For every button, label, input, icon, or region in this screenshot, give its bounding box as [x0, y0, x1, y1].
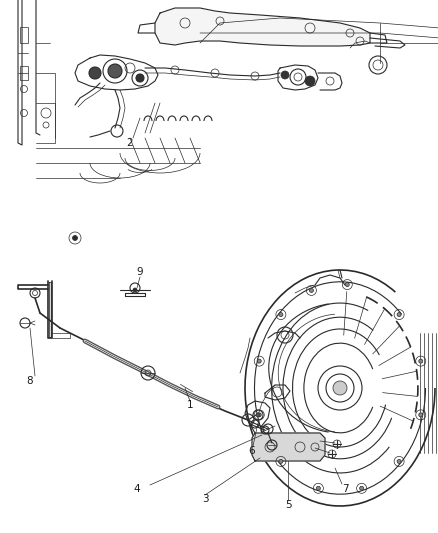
Circle shape: [419, 359, 423, 363]
Text: 5: 5: [285, 500, 291, 510]
Polygon shape: [49, 282, 51, 337]
Circle shape: [316, 486, 320, 490]
Circle shape: [309, 288, 314, 293]
Circle shape: [333, 381, 347, 395]
Circle shape: [279, 459, 283, 463]
Text: 6: 6: [249, 446, 255, 456]
Text: 7: 7: [342, 484, 348, 494]
Text: 9: 9: [137, 267, 143, 277]
Circle shape: [133, 288, 137, 292]
Circle shape: [397, 312, 401, 317]
Circle shape: [279, 312, 283, 317]
Circle shape: [360, 486, 364, 490]
Bar: [20, 27, 28, 43]
Circle shape: [419, 413, 423, 417]
Circle shape: [73, 236, 78, 240]
Text: 2: 2: [127, 138, 133, 148]
Polygon shape: [155, 8, 370, 46]
Circle shape: [281, 71, 289, 79]
Circle shape: [257, 359, 261, 363]
Text: 4: 4: [134, 484, 140, 494]
Circle shape: [257, 413, 261, 417]
Text: 3: 3: [201, 494, 208, 504]
Circle shape: [108, 64, 122, 78]
Circle shape: [305, 76, 315, 86]
Text: 8: 8: [27, 376, 33, 386]
Bar: [20, 66, 28, 80]
Circle shape: [256, 413, 260, 417]
Circle shape: [89, 67, 101, 79]
Circle shape: [345, 282, 349, 287]
Polygon shape: [252, 433, 325, 461]
Circle shape: [397, 459, 401, 463]
Text: 1: 1: [187, 400, 193, 410]
Circle shape: [136, 74, 144, 82]
